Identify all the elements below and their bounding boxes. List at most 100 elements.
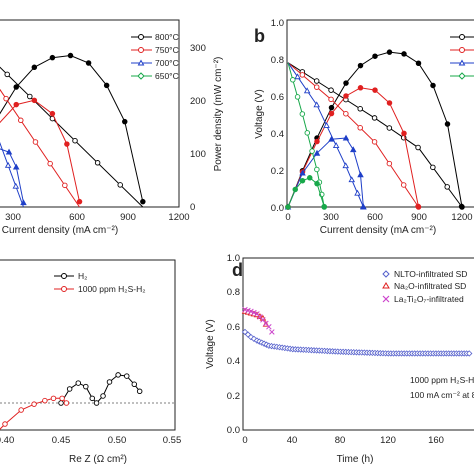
legend-label: 650°C — [155, 71, 179, 81]
power-data-point — [328, 110, 335, 117]
iv-data-point — [309, 148, 315, 154]
iv-data-point — [32, 139, 39, 145]
iv-data-point — [313, 78, 320, 84]
iv-data-point — [343, 110, 349, 117]
impedance-data-point — [75, 380, 82, 386]
iv-data-point — [386, 125, 393, 131]
panel-d-y-ticks: 0.0 0.2 0.4 0.6 0.8 1.0 — [227, 253, 240, 436]
impedance-data-point — [115, 372, 121, 378]
iv-data-point — [371, 139, 378, 145]
iv-series-line — [287, 62, 364, 208]
iv-data-point — [354, 189, 361, 196]
impedance-data-point — [42, 397, 48, 404]
stability-data-point — [466, 350, 473, 357]
iv-data-point — [371, 115, 378, 121]
impedance-data-point — [58, 400, 64, 406]
panel-d-letter: d — [232, 260, 243, 280]
y-tick-label: 0.4 — [227, 356, 240, 367]
impedance-data-point — [2, 421, 8, 427]
impedance-data-point — [83, 383, 89, 390]
y-tick-label: 0.2 — [271, 166, 284, 177]
panel-b-y-ticks: 0.0 0.2 0.4 0.6 0.8 1.0 — [271, 18, 284, 214]
power-data-point — [401, 130, 407, 137]
x-tick-label: 0 — [285, 212, 290, 223]
x-tick-label: 0.45 — [52, 435, 71, 446]
x-tick-label: 40 — [287, 435, 298, 446]
x-tick-label: 900 — [411, 212, 427, 223]
y-tick-label: 0.2 — [227, 391, 240, 402]
power-data-point — [372, 87, 378, 93]
power-data-point — [64, 141, 70, 147]
power-data-point — [285, 204, 291, 210]
power-data-point — [415, 204, 422, 210]
panel-d: d NLTO-infiltrated SD Na₂O-infiltrated S… — [205, 253, 474, 465]
legend-label: H₂ — [78, 271, 87, 281]
iv-series-line — [287, 62, 419, 208]
power-data-point — [372, 53, 378, 59]
iv-data-point — [94, 160, 101, 166]
power-data-point — [13, 101, 19, 108]
power-data-point — [307, 175, 313, 181]
panel-a-right-ticks: 0 100 200 300 — [190, 43, 206, 213]
y-tick-label: 1.0 — [271, 18, 284, 29]
power-series-line — [0, 99, 80, 202]
x-tick-label: 0.55 — [163, 435, 182, 446]
power-data-point — [357, 85, 364, 91]
iv-data-point — [323, 121, 330, 128]
impedance-data-point — [50, 395, 57, 402]
power-data-point — [299, 169, 306, 176]
iv-data-point — [4, 71, 10, 78]
panel-c: H₂ 1000 ppm H₂S-H₂ 0.40 0.45 0.50 0.55 R… — [0, 259, 181, 465]
stability-data-point — [251, 309, 257, 316]
power-data-point — [357, 171, 364, 178]
power-data-point — [360, 203, 367, 210]
panel-d-y-axis-label: Voltage (V) — [205, 319, 216, 368]
power-data-point — [20, 199, 27, 206]
iv-data-point — [117, 182, 123, 188]
stability-data-point — [247, 333, 255, 341]
iv-data-point — [72, 137, 78, 144]
panel-b-letter: b — [254, 26, 265, 46]
iv-data-point — [430, 164, 436, 171]
iv-data-point — [357, 106, 363, 112]
y-tick-label: 0.6 — [271, 92, 284, 103]
iv-data-point — [328, 87, 334, 93]
panel-c-x-axis-label: Re Z (Ω cm²) — [69, 454, 127, 465]
power-data-point — [444, 121, 451, 127]
impedance-data-point — [136, 388, 143, 395]
iv-data-point — [299, 72, 306, 78]
legend-label: 1000 ppm H₂S-H₂ — [78, 284, 146, 294]
power-data-point — [314, 138, 320, 145]
panel-a-x-axis-label: Current density (mA cm⁻²) — [2, 225, 118, 236]
iv-data-point — [348, 176, 356, 183]
impedance-data-point — [89, 395, 96, 402]
iv-series-line — [287, 62, 325, 208]
iv-data-point — [304, 130, 311, 136]
x-tick-label: 120 — [380, 435, 396, 446]
y-tick-label: 200 — [190, 96, 206, 107]
impedance-series-line — [60, 374, 141, 404]
impedance-data-point — [100, 393, 106, 399]
panel-b-frame — [286, 19, 474, 208]
x-tick-label: 160 — [428, 435, 444, 446]
stability-data-point — [269, 329, 275, 335]
y-tick-label: 0 — [190, 202, 195, 213]
impedance-data-point — [106, 379, 113, 385]
iv-data-point — [328, 96, 334, 103]
power-data-point — [5, 148, 13, 155]
x-tick-label: 1200 — [451, 212, 472, 223]
panel-c-x-ticks: 0.40 0.45 0.50 0.55 — [0, 435, 181, 446]
x-tick-label: 0.40 — [0, 435, 14, 446]
power-data-point — [49, 54, 56, 61]
power-series-line — [0, 148, 24, 203]
panel-b-x-ticks: 0 300 600 900 1200 — [285, 212, 472, 223]
power-data-point — [430, 82, 436, 89]
iv-data-point — [303, 87, 311, 94]
legend-label: 700°C — [155, 58, 179, 68]
panel-d-x-ticks: 0 40 80 120 160 — [242, 435, 444, 446]
power-data-point — [349, 146, 357, 153]
x-tick-label: 600 — [69, 212, 85, 223]
panel-b-y-axis-label: Voltage (V) — [254, 89, 265, 138]
power-data-point — [357, 62, 364, 69]
iv-data-point — [342, 162, 349, 169]
